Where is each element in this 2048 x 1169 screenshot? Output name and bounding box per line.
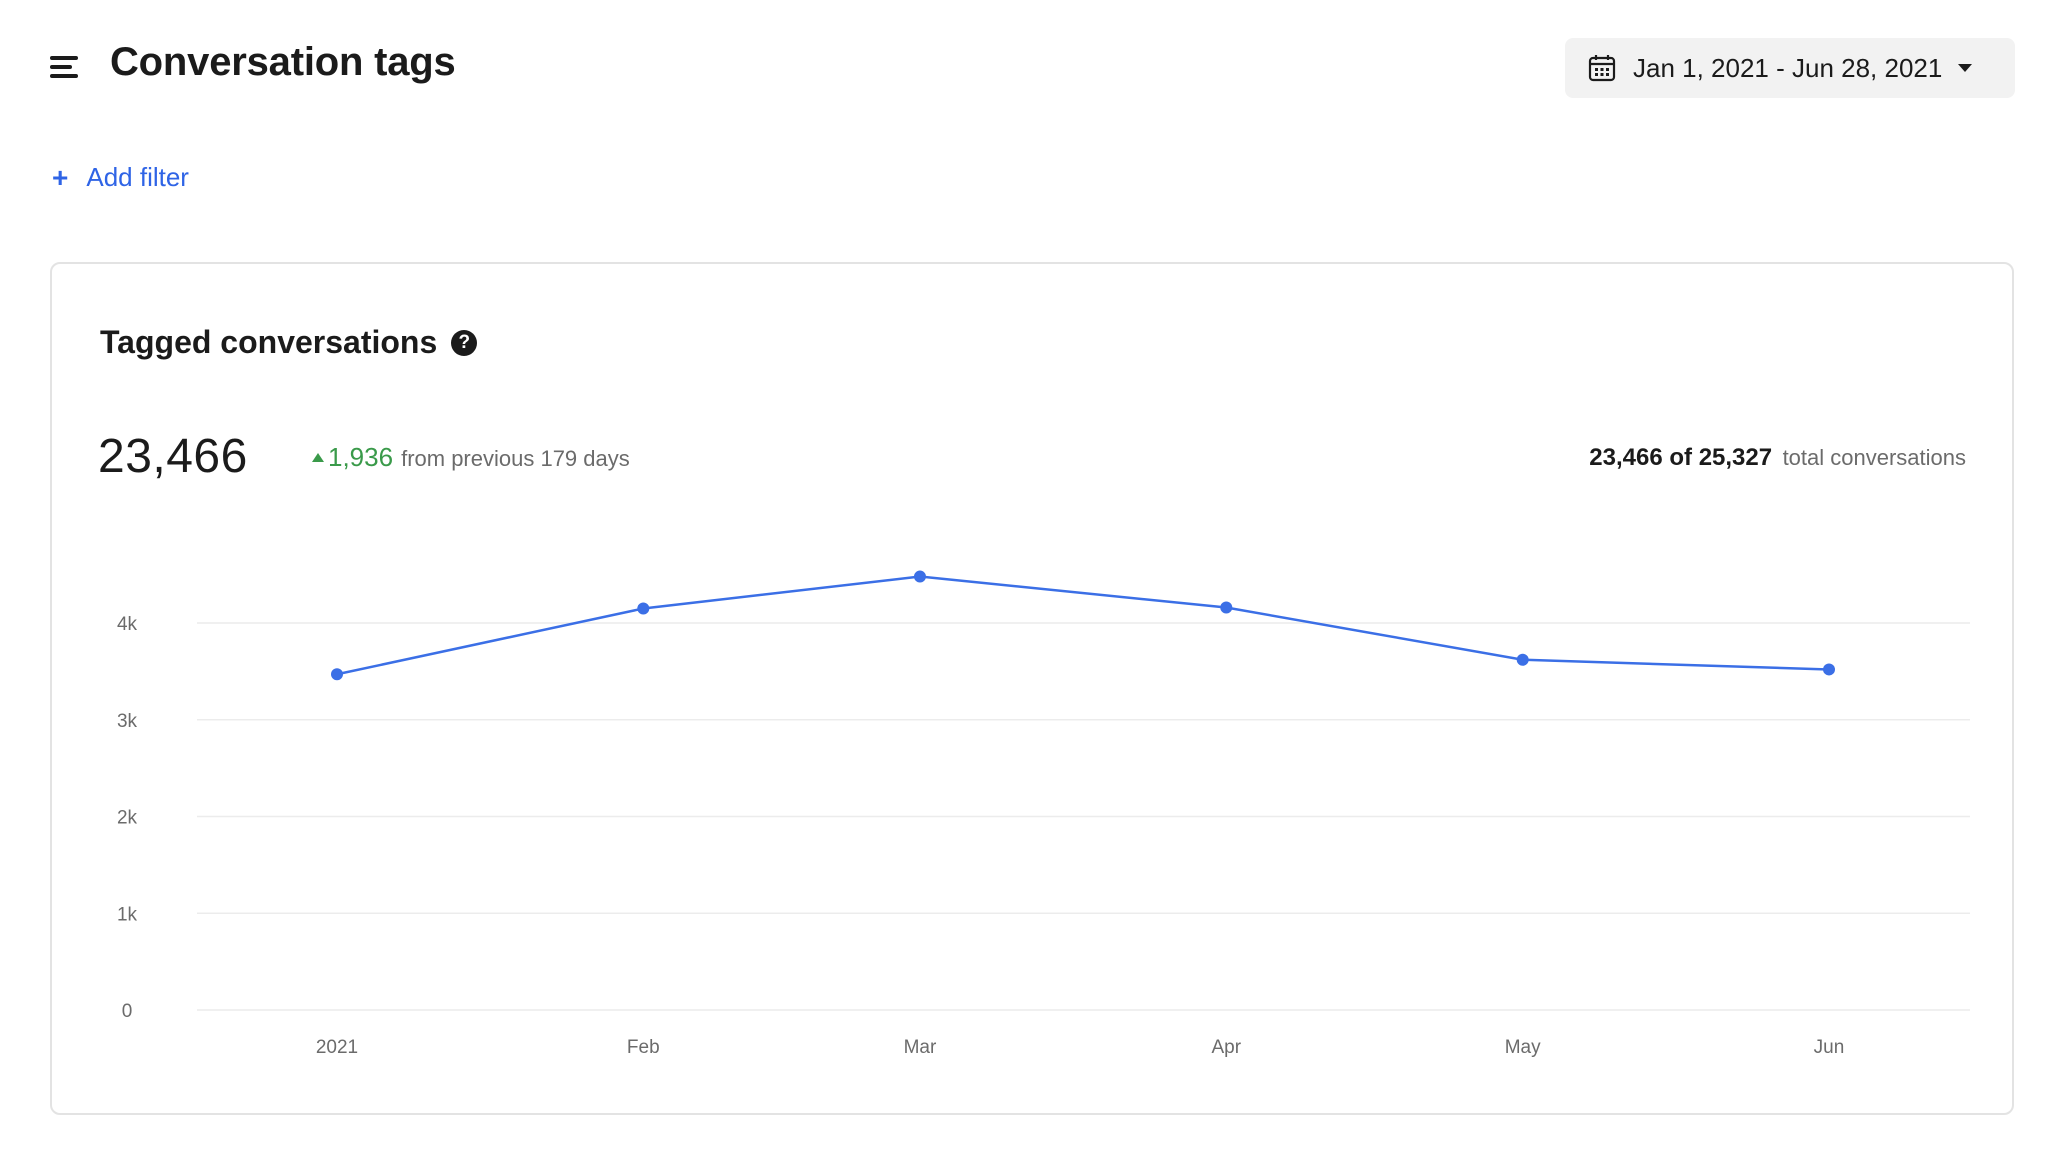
- x-tick-label-feb: Feb: [627, 1037, 660, 1058]
- x-tick-label-may: May: [1505, 1037, 1541, 1058]
- data-point-mar: [913, 570, 926, 583]
- arrow-up-icon: [312, 453, 324, 462]
- data-point-may: [1516, 653, 1529, 666]
- x-tick-label-apr: Apr: [1211, 1037, 1241, 1058]
- hamburger-menu-icon[interactable]: [50, 54, 80, 80]
- data-point-jun: [1823, 663, 1835, 676]
- y-tick-label-1k: 1k: [117, 904, 138, 925]
- series-line: [336, 575, 1830, 676]
- y-tick-label-2k: 2k: [117, 808, 138, 829]
- delta-indicator: 1,936 from previous 179 days: [312, 442, 630, 473]
- help-icon[interactable]: ?: [451, 329, 478, 356]
- delta-suffix: from previous 179 days: [401, 446, 630, 471]
- page-title: Conversation tags: [110, 40, 456, 84]
- add-filter-button[interactable]: + Add filter: [52, 162, 189, 193]
- date-range-picker[interactable]: Jan 1, 2021 - Jun 28, 2021: [1565, 38, 2015, 98]
- y-tick-label-0: 0: [122, 1001, 133, 1022]
- calendar-icon: [1588, 55, 1616, 82]
- ratio-summary: 23,466 of 25,327 total conversations: [1589, 444, 1966, 472]
- date-range-label: Jan 1, 2021 - Jun 28, 2021: [1633, 52, 1943, 83]
- tagged-conversations-card: Tagged conversations ? 23,466 1,936 from…: [50, 262, 2014, 1115]
- total-value: 23,466: [98, 430, 248, 483]
- data-point-2021: [331, 668, 343, 681]
- delta-value: 1,936: [328, 442, 394, 472]
- data-point-feb: [637, 602, 650, 615]
- y-tick-label-4k: 4k: [117, 614, 138, 635]
- card-title: Tagged conversations ?: [100, 324, 478, 361]
- chevron-down-icon: [1958, 64, 1973, 72]
- x-tick-label-2021: 2021: [316, 1037, 358, 1058]
- card-title-text: Tagged conversations: [100, 324, 438, 360]
- add-filter-label: Add filter: [86, 162, 189, 192]
- ratio-value: 23,466 of 25,327: [1589, 444, 1773, 471]
- x-tick-label-mar: Mar: [904, 1037, 937, 1058]
- x-tick-label-jun: Jun: [1814, 1037, 1845, 1058]
- data-point-apr: [1220, 601, 1233, 614]
- line-chart: 0 1k 2k 3k 4k 2021 Feb Mar Apr May Jun: [117, 570, 1970, 1058]
- y-tick-label-3k: 3k: [117, 711, 138, 732]
- ratio-suffix: total conversations: [1782, 445, 1966, 470]
- plus-icon: +: [52, 161, 69, 193]
